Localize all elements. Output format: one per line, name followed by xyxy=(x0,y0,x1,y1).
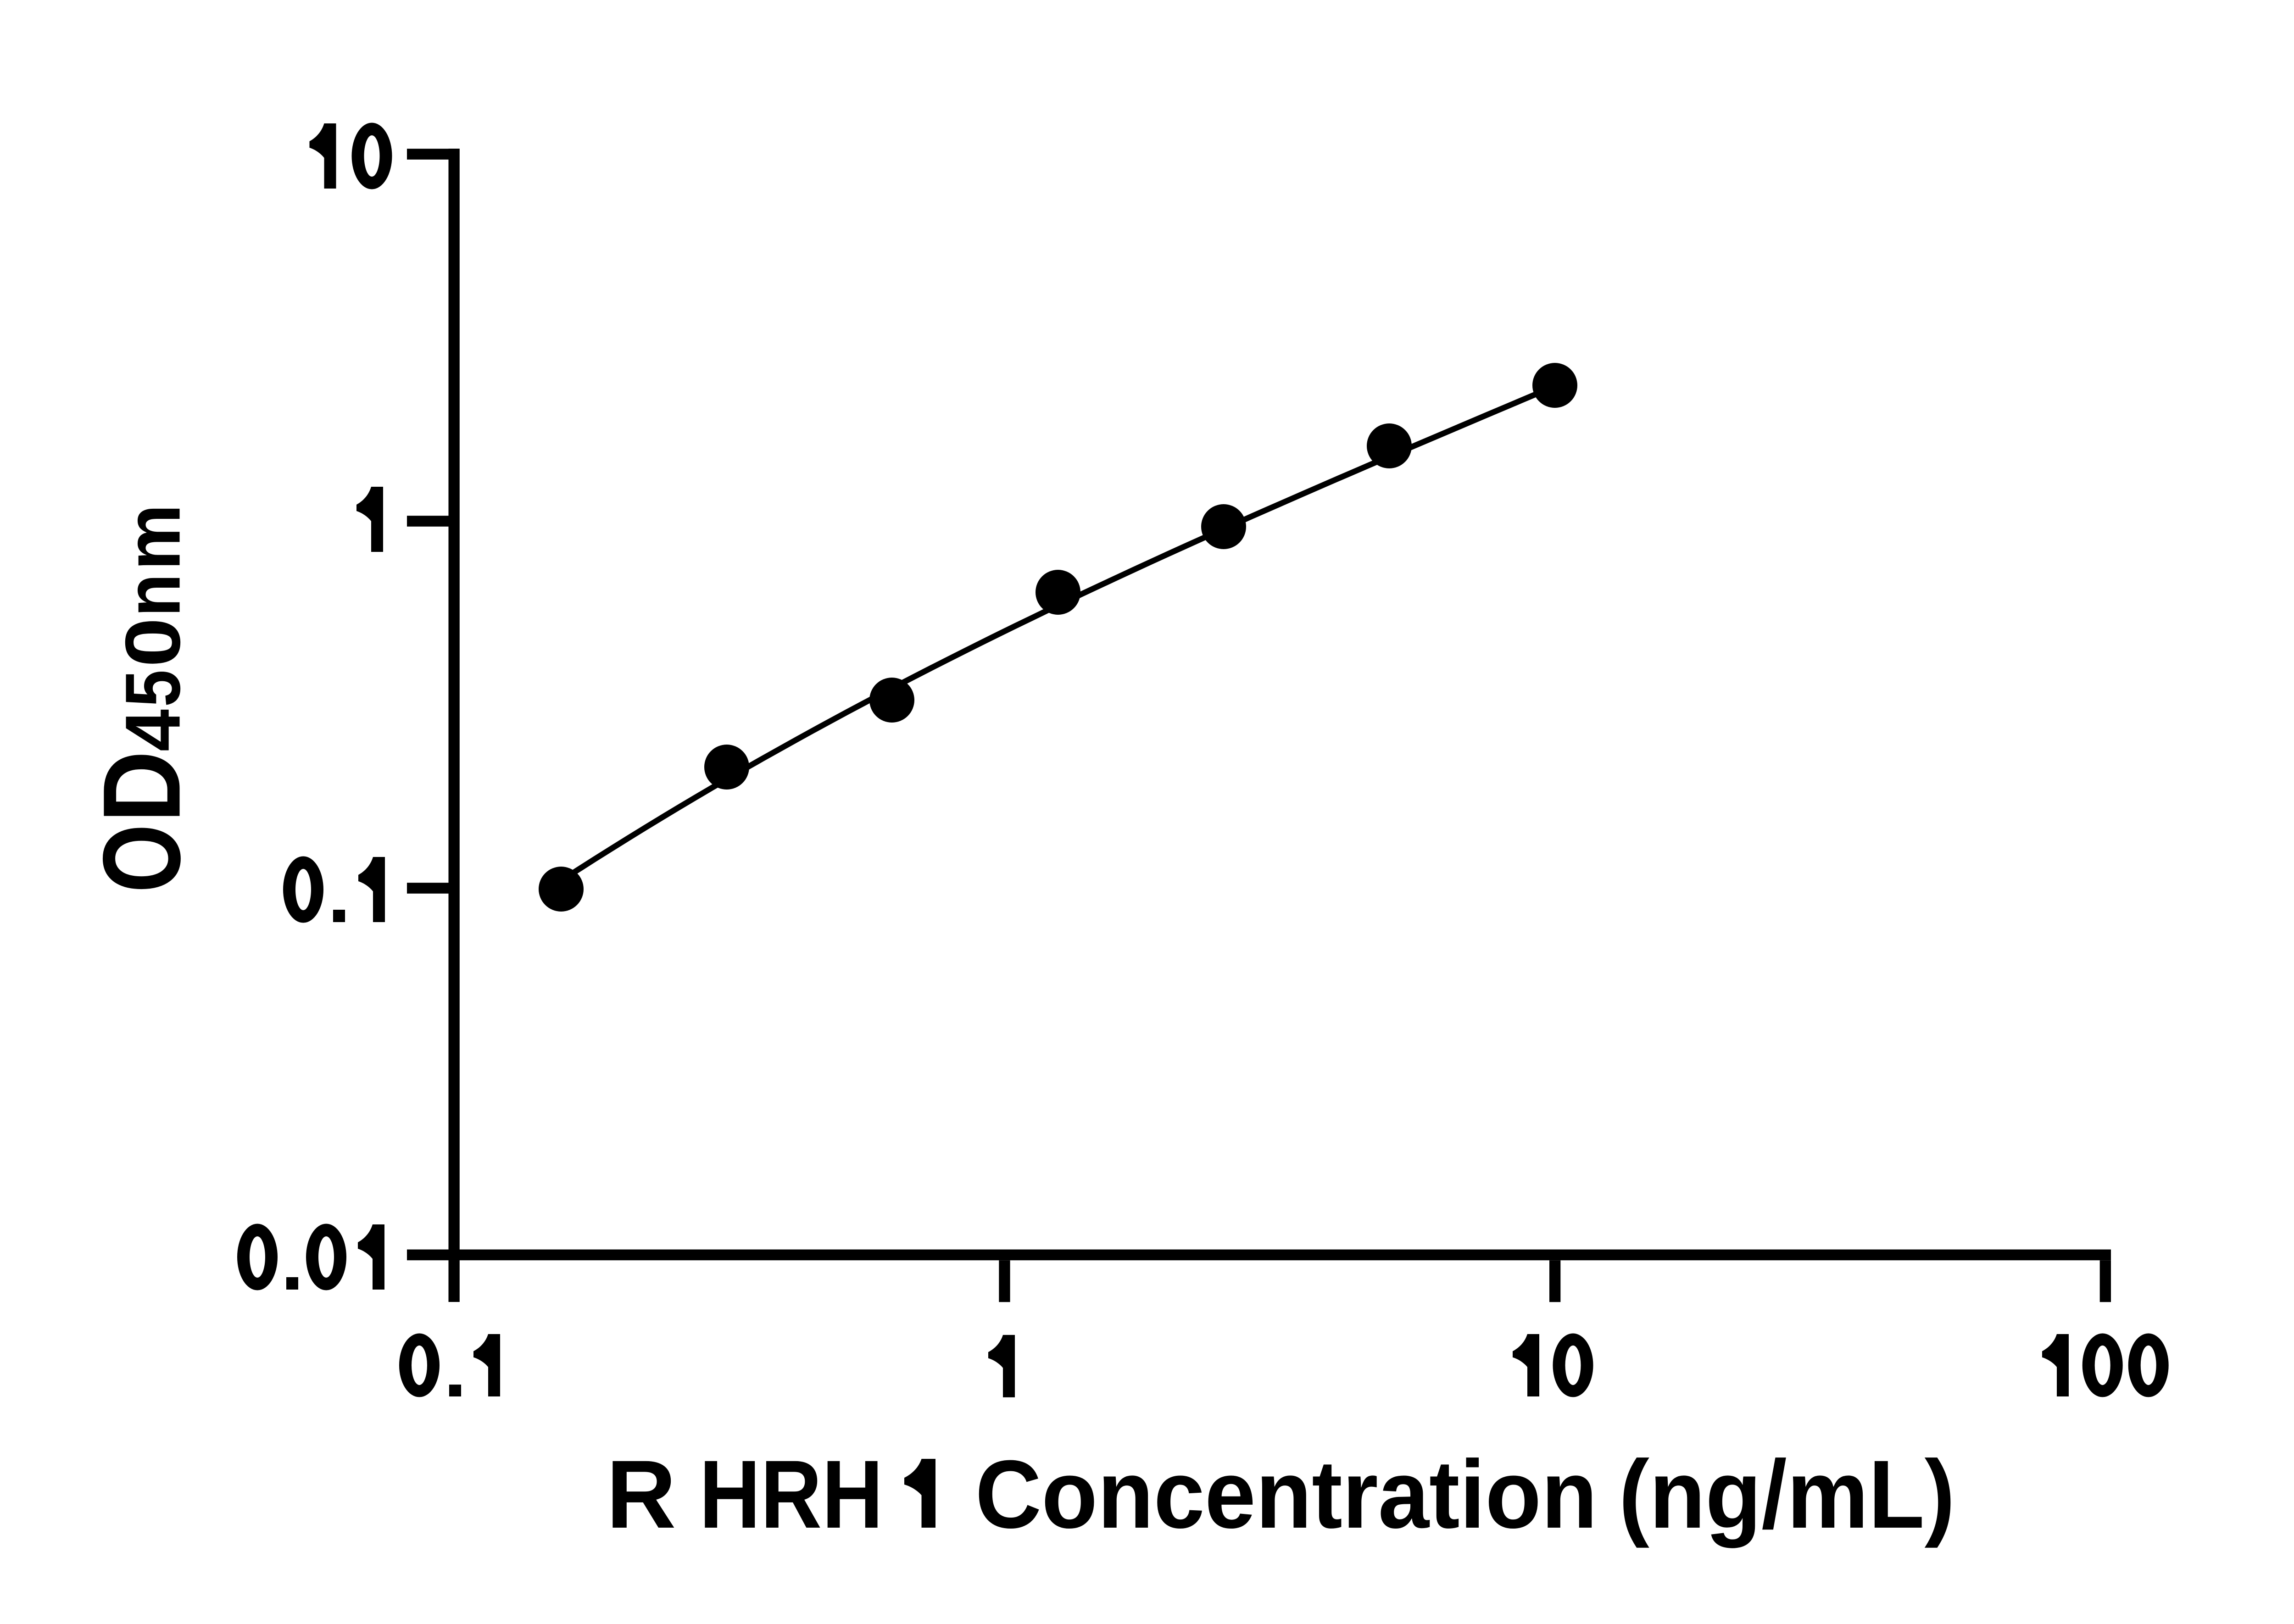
svg-text:0: 0 xyxy=(110,617,197,667)
svg-text:n: n xyxy=(110,573,197,617)
svg-text:m: m xyxy=(110,504,197,570)
svg-text:R: R xyxy=(606,1440,676,1548)
svg-text:(ng/mL): (ng/mL) xyxy=(1619,1440,1955,1548)
svg-text:HRH: HRH xyxy=(699,1440,883,1548)
svg-text:4: 4 xyxy=(110,709,197,751)
svg-text:Concentration: Concentration xyxy=(975,1440,1598,1548)
svg-text:O: O xyxy=(80,824,203,893)
svg-text:D: D xyxy=(80,751,203,823)
svg-text:5: 5 xyxy=(110,670,197,707)
